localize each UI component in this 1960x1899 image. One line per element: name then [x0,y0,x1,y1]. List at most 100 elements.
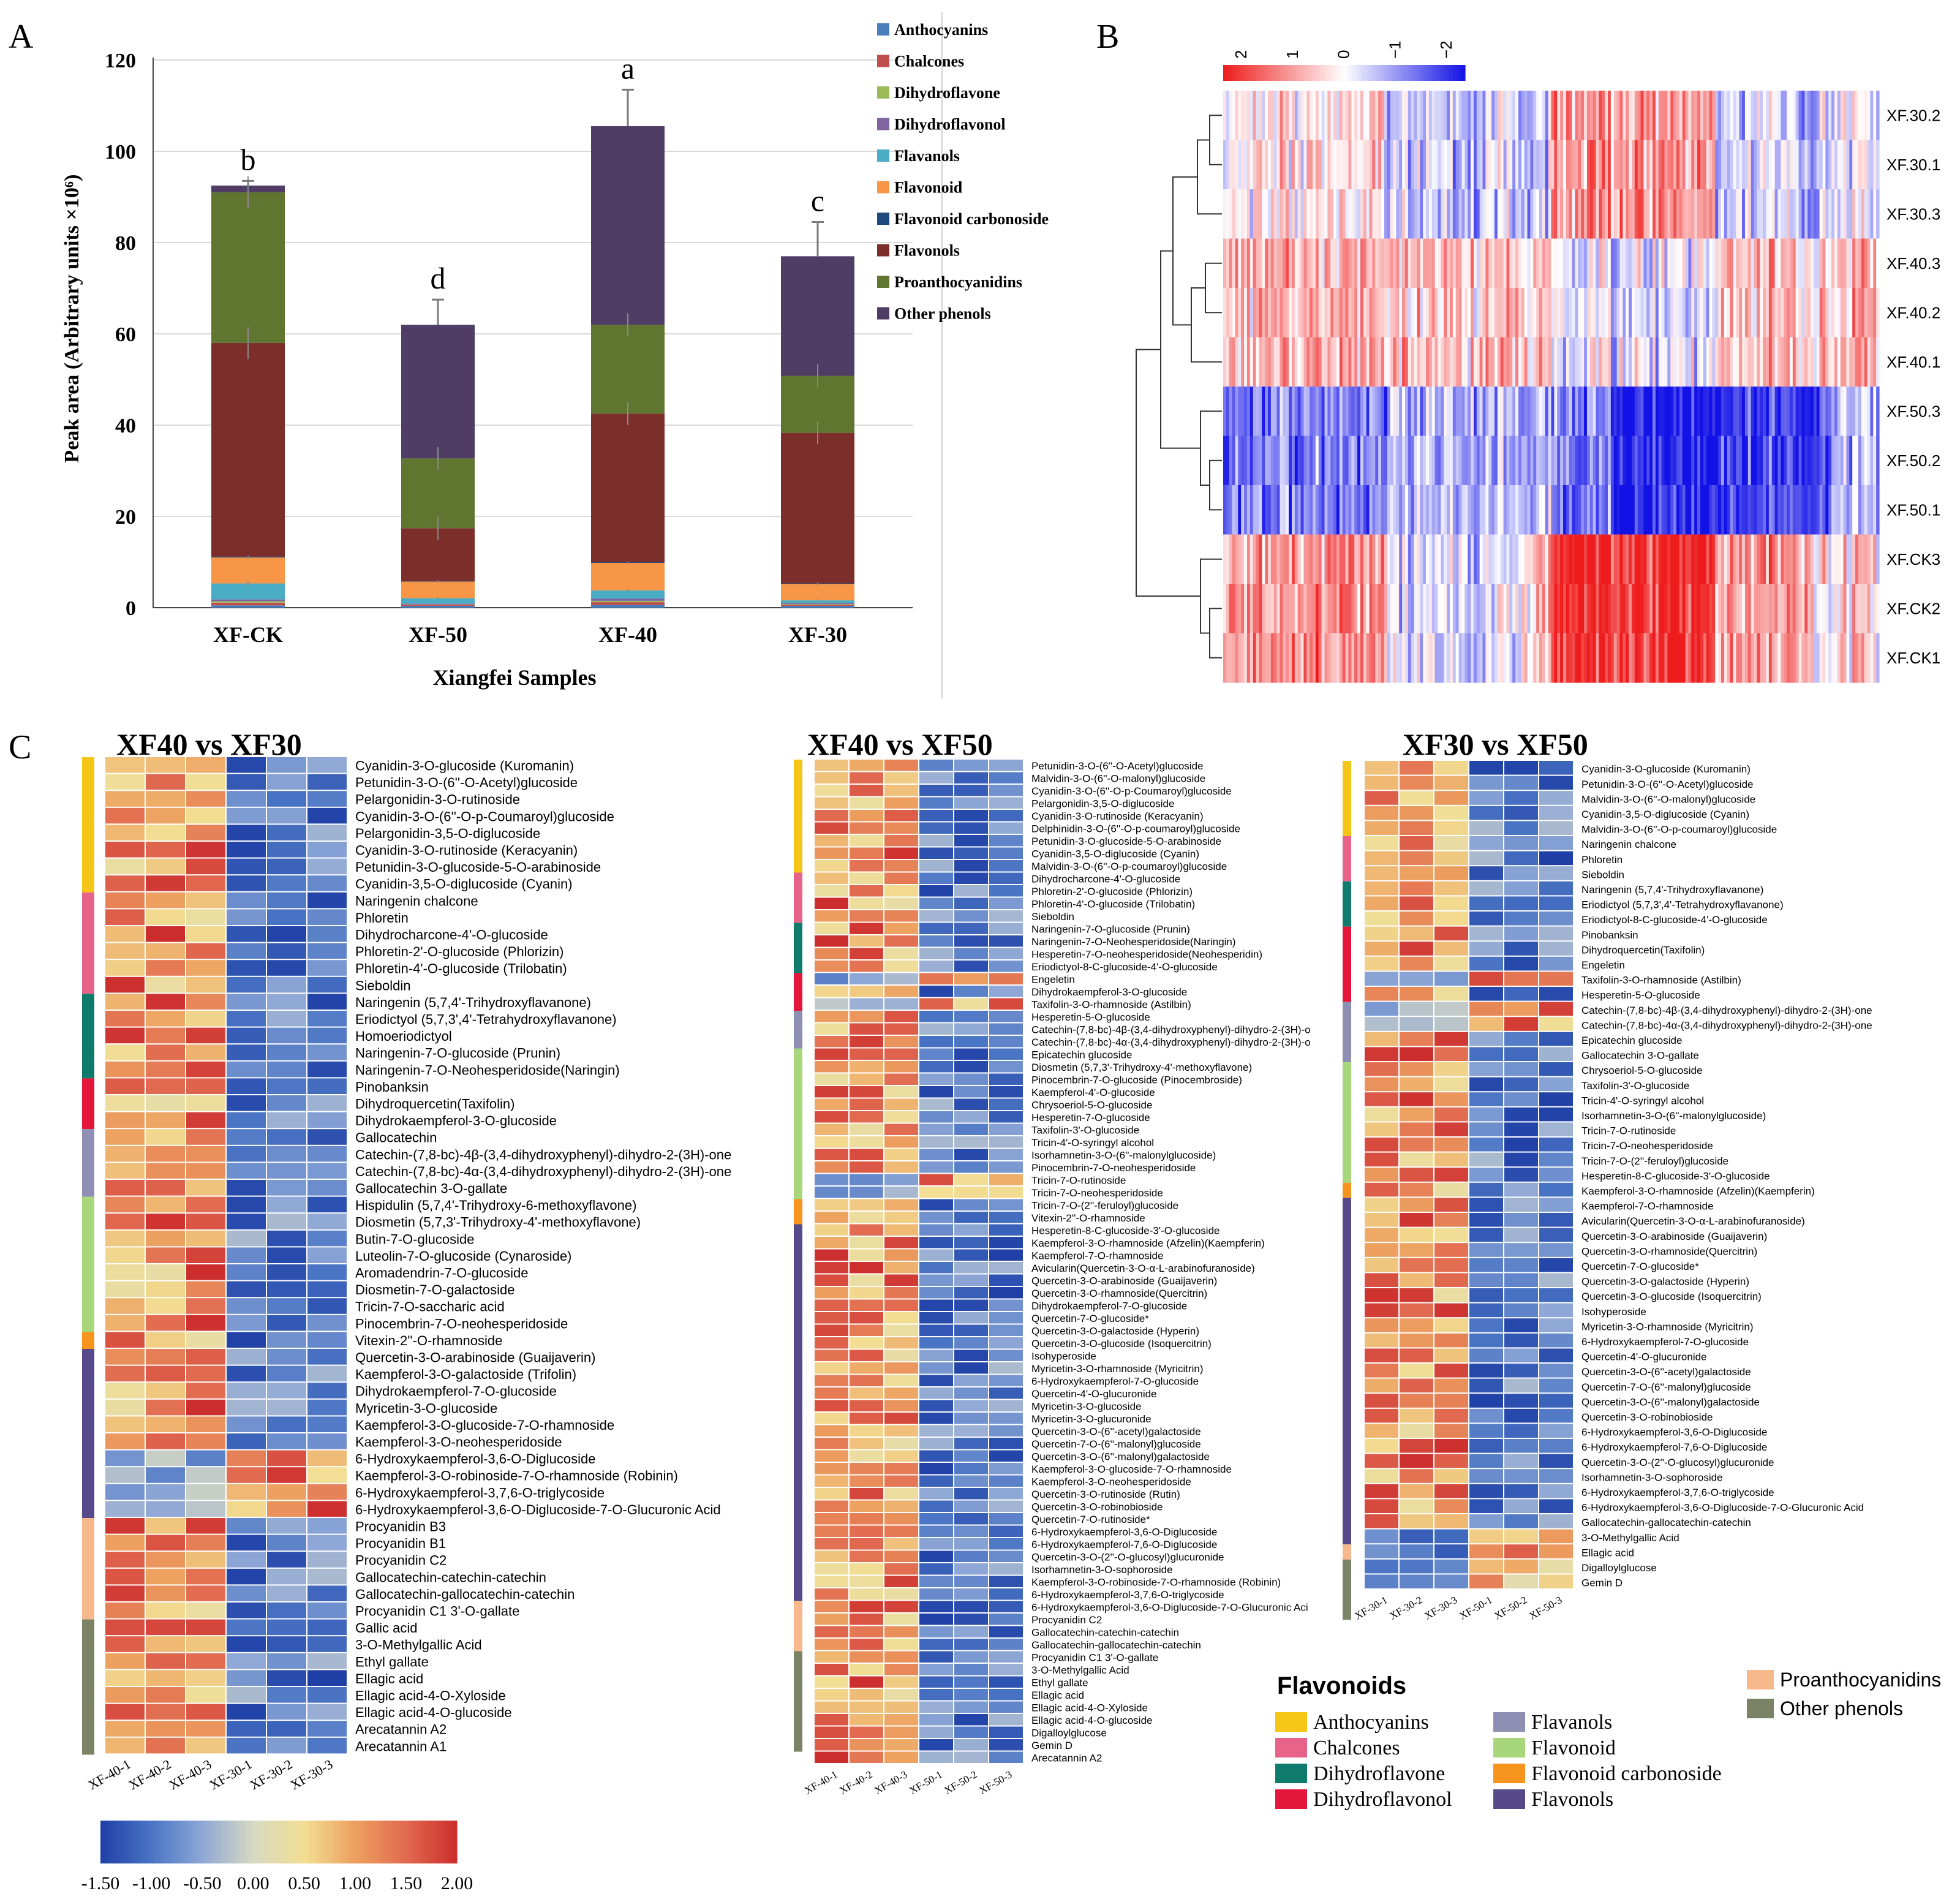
heatmap-b-cell [1336,238,1340,289]
heatmap-b-cell [1375,189,1379,240]
heatmap-cell [954,923,988,934]
color-scale-step [1302,65,1305,81]
heatmap-b-cell [1497,387,1501,437]
heatmap-column-label: XF-30-3 [287,1756,335,1793]
category-legend-swatch [1493,1764,1525,1783]
heatmap-row-label: Ellagic acid [1031,1689,1084,1701]
heatmap-b-cell [1509,387,1513,437]
heatmap-b-cell [1754,534,1758,584]
heatmap-b-cell [1265,140,1268,190]
heatmap-cell [1434,1092,1468,1106]
heatmap-cell [954,885,988,897]
heatmap-b-cell [1727,534,1731,584]
heatmap-b-cell [1685,189,1689,240]
heatmap-cell [1400,1002,1433,1016]
heatmap-b-cell [1246,238,1251,289]
heatmap-cell [1469,1484,1503,1498]
heatmap-b-cell [1441,288,1444,338]
heatmap-cell [884,1375,918,1386]
heatmap-b-cell [1551,238,1555,289]
heatmap-b-cell [1706,584,1710,634]
heatmap-b-cell [1876,238,1880,289]
heatmap-b-cell [1816,337,1820,387]
colorbar-step [323,1821,327,1863]
heatmap-b-cell [1545,436,1549,486]
heatmap-b-cell [1649,288,1653,338]
heatmap-cell [989,1061,1023,1073]
heatmap-b-cell [1313,337,1316,387]
heatmap-b-cell [1363,584,1367,634]
heatmap-b-cell [1545,288,1549,338]
heatmap-cell [850,1048,883,1060]
heatmap-b-cell [1715,238,1719,289]
heatmap-b-cell [1524,337,1528,387]
heatmap-b-cell [1831,288,1835,338]
heatmap-b-cell [1631,140,1635,190]
heatmap-b-cell [1294,534,1298,584]
heatmap-b-cell [1345,485,1349,535]
heatmap-b-cell [1310,485,1313,535]
heatmap-row-label: Sieboldin [355,978,411,993]
heatmap-cell [815,973,848,984]
heatmap-cell [919,1212,953,1223]
heatmap-b-cell [1223,584,1227,634]
heatmap-b-cell [1798,288,1803,338]
heatmap-cell [919,872,953,884]
heatmap-b-cell [1596,387,1599,437]
heatmap-cell [105,1332,145,1348]
heatmap-b-cell [1327,140,1331,190]
heatmap-b-cell [1262,140,1265,190]
heatmap-row-label: Vitexin-2''-O-rhamnoside [1031,1212,1145,1224]
heatmap-b-cell [1784,584,1787,634]
heatmap-b-cell [1315,140,1319,190]
heatmap-b-cell [1471,633,1474,683]
category-legend-swatch [1493,1789,1525,1809]
heatmap-b-cell [1244,633,1248,683]
heatmap-b-cell [1602,534,1605,584]
heatmap-cell [989,1425,1023,1437]
heatmap-b-cell [1479,140,1483,190]
heatmap-b-cell [1458,189,1463,240]
heatmap-cell [919,986,953,997]
heatmap-cell [146,943,185,959]
heatmap-b-cell [1244,436,1248,486]
heatmap-b-cell [1715,337,1719,387]
heatmap-b-cell [1548,485,1552,535]
heatmap-cell [1400,1348,1433,1362]
heatmap-b-cell [1318,633,1322,683]
heatmap-b-cell [1578,436,1581,486]
bar-y-tick-label: 0 [126,597,136,620]
heatmap-b-cell [1846,633,1850,683]
heatmap-cell [307,774,347,790]
heatmap-b-cell [1259,633,1262,683]
heatmap-b-cell [1670,534,1674,584]
heatmap-b-cell [1777,387,1781,437]
heatmap-b-cell [1294,140,1298,190]
heatmap-b-cell [1253,387,1257,437]
heatmap-b-cell [1441,534,1444,584]
heatmap-b-cell [1658,534,1662,584]
heatmap-b-cell [1754,485,1758,535]
heatmap-cell [146,1450,185,1467]
heatmap-b-cell [1324,91,1328,141]
heatmap-b-cell [1670,584,1674,634]
heatmap-b-cell [1855,337,1859,387]
heatmap-b-cell [1653,337,1656,387]
heatmap-cell [954,897,988,909]
heatmap-cell [815,910,848,922]
heatmap-b-cell [1515,238,1519,289]
colorbar-step [329,1821,333,1863]
heatmap-cell [227,943,266,959]
heatmap-cell [919,1123,953,1135]
heatmap-b-cell [1700,584,1704,634]
heatmap-cell [1469,912,1503,926]
heatmap-b-cell [1846,288,1850,338]
heatmap-b-cell [1345,91,1349,141]
heatmap-b-cell [1238,436,1242,486]
heatmap-row-label: Tricin-7-O-neohesperidoside [1031,1187,1163,1199]
heatmap-cell [815,1212,848,1223]
heatmap-b-cell [1792,238,1796,289]
heatmap-b-cell [1300,91,1305,141]
heatmap-cell [884,1011,918,1022]
heatmap-cell [884,1475,918,1487]
